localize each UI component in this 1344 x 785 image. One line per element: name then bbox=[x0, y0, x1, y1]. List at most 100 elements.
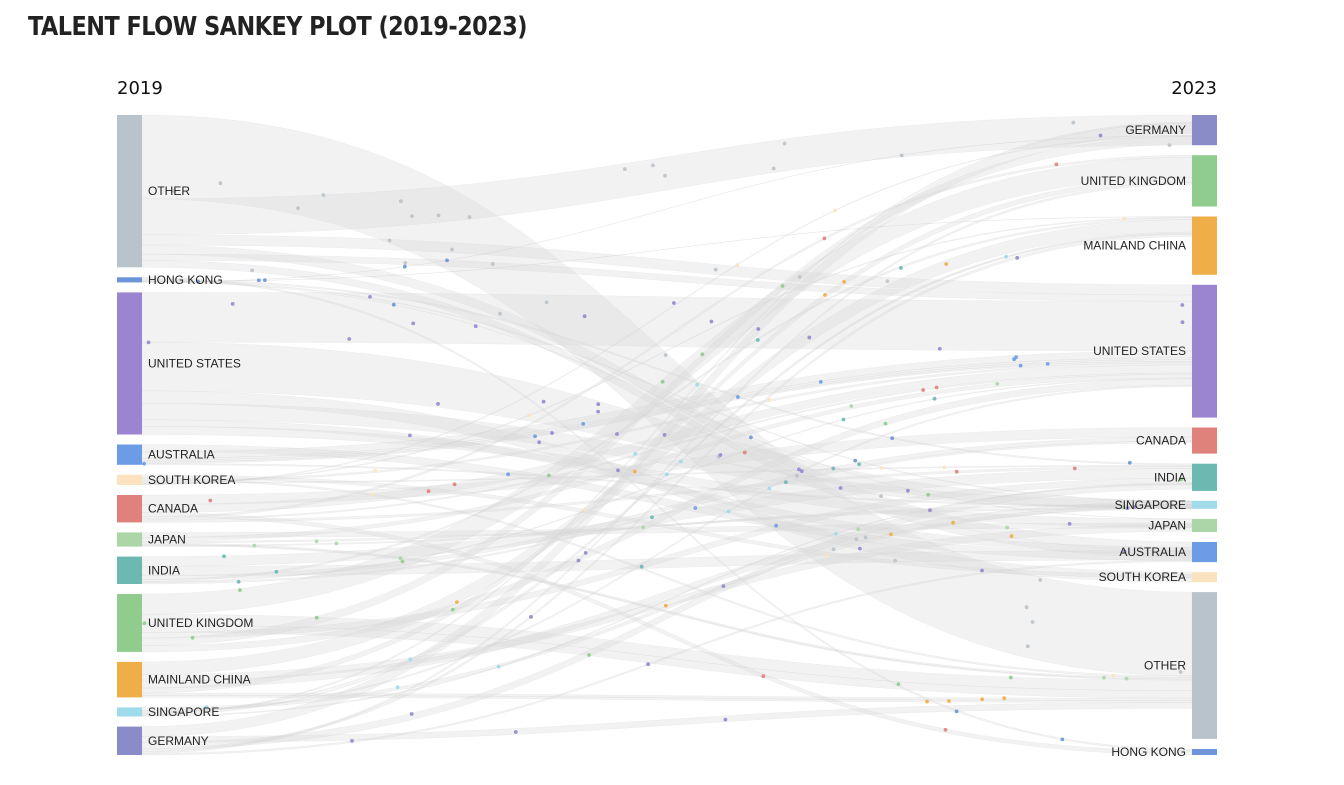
flow-particle bbox=[596, 409, 600, 414]
flow-particle bbox=[633, 451, 638, 456]
flow-particle bbox=[807, 335, 812, 340]
flow-particle bbox=[899, 266, 903, 270]
flow-particle bbox=[1167, 143, 1172, 148]
flow-particle bbox=[583, 507, 587, 512]
flow-particle bbox=[736, 395, 740, 399]
flow-particle bbox=[544, 300, 549, 305]
flow-particle bbox=[1014, 355, 1018, 360]
flow-particle bbox=[347, 337, 352, 341]
left-node-germany bbox=[117, 726, 142, 755]
flow-particle bbox=[1002, 696, 1007, 701]
flow-particle bbox=[436, 213, 441, 218]
flow-particle bbox=[818, 380, 823, 384]
flow-particle bbox=[452, 482, 457, 487]
flow-particle bbox=[679, 459, 683, 464]
flow-particle bbox=[838, 486, 843, 490]
right-node-label-germany: GERMANY bbox=[1125, 123, 1186, 137]
flow-particle bbox=[1024, 605, 1029, 610]
left-node-label-mainland-china: MAINLAND CHINA bbox=[148, 673, 251, 687]
left-node-mainland-china bbox=[117, 661, 142, 698]
flow-particle bbox=[368, 295, 372, 299]
left-node-label-canada: CANADA bbox=[148, 502, 198, 516]
flow-particle bbox=[951, 520, 955, 525]
left-node-united-kingdom bbox=[117, 594, 142, 652]
left-node-australia bbox=[117, 444, 142, 465]
flow-particle bbox=[723, 717, 728, 722]
flow-particle bbox=[1111, 673, 1116, 678]
flow-particle bbox=[1102, 675, 1106, 680]
left-node-label-japan: JAPAN bbox=[148, 533, 186, 547]
flow-particle bbox=[411, 321, 416, 326]
flow-particle bbox=[400, 559, 405, 564]
flow-particle bbox=[641, 525, 646, 530]
flow-particle bbox=[831, 547, 836, 552]
flow-particle bbox=[1009, 675, 1013, 680]
flow-particle bbox=[799, 469, 804, 474]
flow-particle bbox=[709, 319, 714, 324]
flow-particle bbox=[238, 588, 242, 592]
right-node-united-states bbox=[1192, 284, 1217, 418]
flow-particle bbox=[581, 422, 586, 426]
flow-particle bbox=[334, 541, 339, 546]
flow-particle bbox=[632, 469, 637, 474]
flow-particle bbox=[650, 515, 654, 520]
flow-particle bbox=[230, 302, 235, 306]
flow-particle bbox=[780, 284, 785, 288]
flow-particle bbox=[445, 258, 449, 263]
flow-particle bbox=[1030, 620, 1035, 624]
flow-particle bbox=[403, 261, 408, 265]
right-node-label-hong-kong: HONG KONG bbox=[1111, 745, 1186, 759]
flow-particle bbox=[782, 141, 787, 146]
flow-particle bbox=[314, 539, 319, 544]
flow-particle bbox=[761, 674, 766, 679]
flow-particle bbox=[1122, 217, 1127, 221]
flow-particle bbox=[713, 267, 718, 272]
flow-band bbox=[141, 403, 1193, 510]
particle-layer bbox=[142, 120, 1185, 743]
flow-particle bbox=[373, 468, 378, 473]
flow-particle bbox=[1178, 670, 1183, 674]
flow-particle bbox=[942, 465, 947, 470]
flow-particle bbox=[693, 506, 698, 510]
flow-particle bbox=[663, 173, 667, 178]
flow-particle bbox=[890, 436, 895, 441]
flow-particle bbox=[1127, 460, 1132, 465]
flow-particle bbox=[172, 189, 177, 193]
flow-particle bbox=[1098, 133, 1103, 138]
left-node-label-hong-kong: HONG KONG bbox=[148, 273, 223, 287]
flow-particle bbox=[842, 279, 846, 284]
flow-particle bbox=[934, 385, 939, 390]
flow-particle bbox=[767, 486, 772, 491]
year-label-2019: 2019 bbox=[117, 78, 163, 99]
flow-particle bbox=[797, 467, 801, 472]
flow-band bbox=[141, 506, 1193, 544]
flow-particle bbox=[883, 421, 888, 426]
flow-particle bbox=[533, 434, 537, 439]
flow-particle bbox=[896, 682, 901, 686]
flow-particle bbox=[1004, 254, 1008, 259]
left-node-label-other: OTHER bbox=[148, 184, 190, 198]
left-node-label-india: INDIA bbox=[148, 563, 180, 577]
flow-particle bbox=[250, 268, 255, 273]
flow-particle bbox=[995, 381, 1000, 386]
flow-particle bbox=[498, 311, 502, 316]
flow-particle bbox=[937, 346, 942, 351]
flow-particle bbox=[646, 662, 650, 667]
flow-particle bbox=[980, 697, 985, 702]
node-layer bbox=[117, 115, 1217, 755]
flow-particle bbox=[204, 705, 209, 709]
left-node-label-australia: AUSTRALIA bbox=[148, 448, 215, 462]
flow-particle bbox=[236, 579, 241, 584]
flow-particle bbox=[824, 553, 829, 558]
chart-title: TALENT FLOW SANKEY PLOT (2019-2023) bbox=[28, 12, 528, 42]
flow-particle bbox=[1122, 549, 1127, 554]
flow-particle bbox=[906, 488, 910, 493]
flow-particle bbox=[596, 402, 601, 407]
flow-particle bbox=[1067, 522, 1072, 526]
flow-particle bbox=[1060, 737, 1065, 742]
flow-particle bbox=[576, 558, 581, 563]
flow-particle bbox=[455, 600, 459, 604]
flow-particle bbox=[742, 450, 747, 455]
flow-particle bbox=[863, 535, 868, 540]
